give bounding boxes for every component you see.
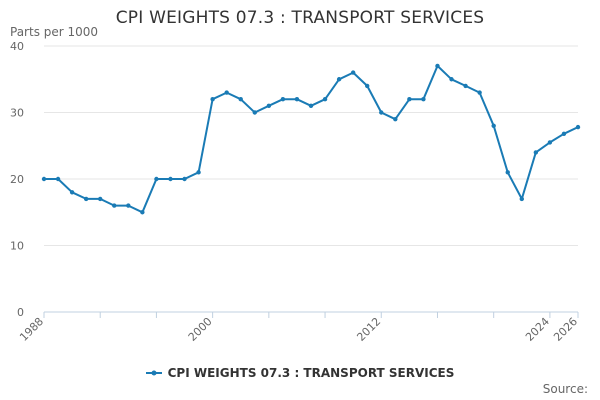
y-tick-label: 20 <box>10 173 24 186</box>
data-point <box>575 124 581 130</box>
y-tick-label: 40 <box>10 40 24 53</box>
data-point <box>491 123 496 128</box>
data-point <box>140 210 145 215</box>
data-point <box>379 110 384 115</box>
data-point <box>449 77 454 82</box>
data-point <box>547 140 553 145</box>
data-point <box>196 170 201 175</box>
legend[interactable]: CPI WEIGHTS 07.3 : TRANSPORT SERVICES <box>0 366 600 380</box>
x-tick-label: 2026 <box>551 315 580 344</box>
data-point <box>322 97 328 102</box>
data-point <box>280 97 286 102</box>
data-point <box>252 110 257 115</box>
legend-label: CPI WEIGHTS 07.3 : TRANSPORT SERVICES <box>167 366 455 380</box>
data-point <box>168 176 173 182</box>
chart-title: CPI WEIGHTS 07.3 : TRANSPORT SERVICES <box>115 8 485 28</box>
data-point <box>407 97 412 102</box>
data-point <box>182 176 187 182</box>
data-point <box>69 190 75 195</box>
data-point <box>83 196 89 202</box>
data-point <box>154 176 159 182</box>
data-point <box>294 97 300 102</box>
y-tick-label: 10 <box>10 240 24 253</box>
series-line <box>44 64 579 214</box>
data-point <box>266 103 272 109</box>
x-tick-label: 1988 <box>17 315 46 344</box>
data-point <box>365 83 370 89</box>
data-point <box>238 97 243 102</box>
data-point <box>350 70 356 75</box>
data-point <box>224 90 229 95</box>
data-point <box>505 170 510 175</box>
data-point <box>210 97 215 102</box>
data-point <box>519 196 524 202</box>
data-point <box>308 103 314 109</box>
y-tick-label: 30 <box>10 107 24 120</box>
data-point <box>126 203 131 208</box>
data-point <box>421 97 426 102</box>
data-point <box>477 90 482 95</box>
x-tick-label: 2000 <box>186 315 215 344</box>
y-tick-label: 0 <box>17 306 24 319</box>
source-label: Source: <box>542 382 588 396</box>
x-tick-label: 2024 <box>523 315 552 344</box>
x-tick-label: 2012 <box>354 315 383 344</box>
data-point <box>393 116 398 122</box>
legend-line-marker-icon <box>145 370 162 376</box>
data-point <box>435 63 440 69</box>
data-point <box>533 150 539 155</box>
data-point <box>55 176 61 182</box>
y-axis-unit-label: Parts per 1000 <box>10 25 99 39</box>
data-point <box>112 203 117 208</box>
data-point <box>336 77 342 82</box>
data-point <box>463 83 468 89</box>
data-point <box>98 196 103 202</box>
data-point <box>41 176 47 182</box>
data-point <box>561 131 567 136</box>
